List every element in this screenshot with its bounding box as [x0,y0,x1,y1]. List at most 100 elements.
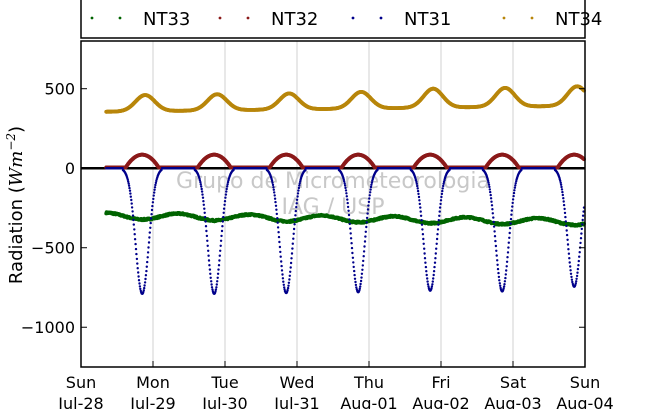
data-point [494,239,497,243]
data-point [520,168,523,172]
legend-label-NT33: NT33 [143,9,190,30]
data-point [282,283,285,286]
x-tick-label-day: Fri [431,373,450,392]
data-point [579,241,582,245]
data-point [150,213,153,216]
data-point [492,216,495,219]
data-point [209,272,212,275]
data-point [346,201,349,205]
data-point [566,243,570,246]
data-point [200,187,203,191]
data-point [498,279,501,282]
data-point [280,269,284,272]
data-point [304,168,307,172]
data-point [202,203,205,206]
data-point [503,280,507,283]
data-point [439,202,442,206]
data-point [226,181,230,184]
data-point [511,201,514,205]
data-point [290,257,293,260]
data-point [225,190,228,193]
data-point [153,186,157,189]
data-point [577,264,580,267]
data-point [355,286,358,289]
data-point [205,234,209,238]
data-point [575,280,578,283]
data-point [218,259,221,262]
data-point [298,182,301,185]
data-point [570,275,573,279]
data-point [360,272,364,275]
data-point [432,270,436,273]
data-point [206,239,209,242]
data-point [416,184,419,188]
data-point [559,179,562,182]
data-point [420,219,423,222]
data-point [288,278,291,281]
data-point [353,277,357,280]
data-point [354,280,357,284]
data-point [578,255,581,258]
data-point [201,196,205,199]
data-point [219,244,222,247]
data-point [279,250,282,254]
data-point [221,220,224,223]
data-point [582,210,585,213]
data-point [209,276,212,279]
data-point [432,273,435,277]
data-point [154,181,158,185]
data-point [154,183,157,187]
data-point [296,195,299,198]
data-point [344,189,348,192]
data-point [415,180,418,184]
data-point [276,226,280,229]
data-point [344,186,347,190]
data-point [131,210,134,213]
data-point [138,282,141,285]
data-point [275,208,278,211]
data-point [364,235,367,238]
data-point [350,246,354,250]
data-point [581,218,584,222]
data-point [487,181,490,184]
data-point [502,285,506,288]
data-point [271,181,274,184]
data-point [136,267,139,270]
data-point [424,265,428,269]
data-point [281,273,284,276]
data-point [503,283,506,286]
x-tick-label-day: Thu [353,373,384,392]
ylabel-close: ) [6,126,27,133]
data-point [421,228,424,231]
data-point [276,217,279,220]
data-point [487,183,491,186]
data-point [133,238,137,241]
y-axis-label: Radiation (Wm−2) [4,126,27,284]
data-point [565,233,569,237]
data-point [363,240,367,243]
legend-marker [502,16,506,20]
data-point [369,188,372,191]
data-point [362,255,365,258]
data-point [419,206,422,209]
data-point [502,287,505,290]
data-point [279,255,282,258]
data-point [365,225,368,229]
data-point [343,184,347,187]
data-point [369,191,372,194]
data-point [508,227,512,230]
x-tick-label-date: Aug-02 [412,394,469,409]
data-point [415,182,418,185]
data-point [417,195,421,199]
data-point [499,284,502,287]
legend-label-NT32: NT32 [271,9,318,30]
data-point [137,271,140,274]
data-point [416,189,420,193]
data-point [134,247,138,251]
data-point [274,204,278,207]
data-point [358,287,361,290]
data-point [488,185,491,189]
data-point [220,234,223,238]
data-point [121,167,124,170]
data-point [208,264,211,267]
